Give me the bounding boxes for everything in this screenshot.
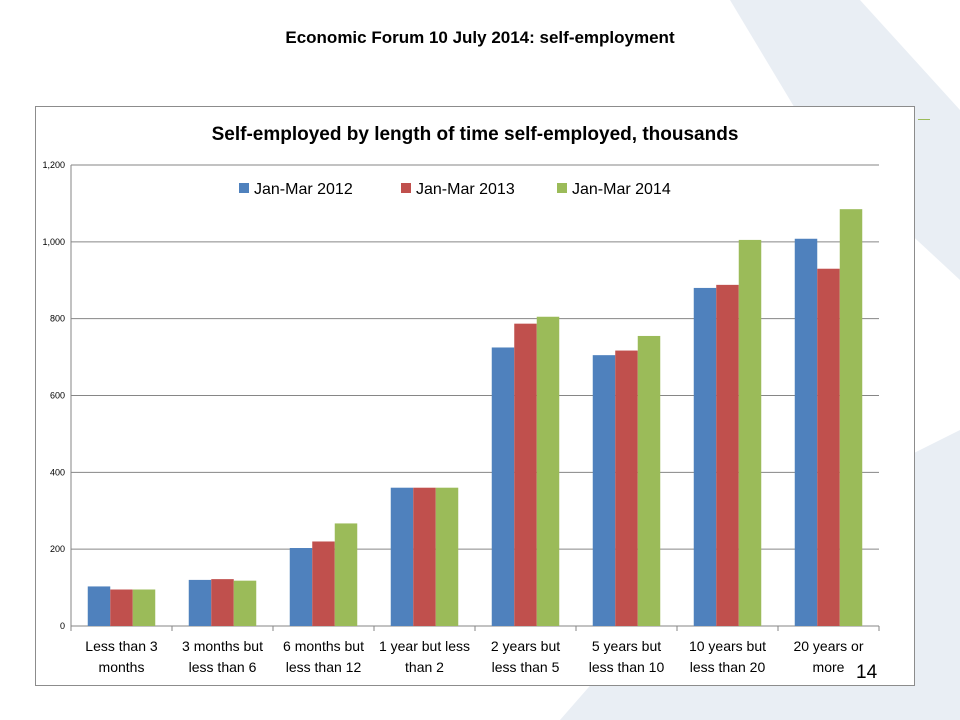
bar xyxy=(435,487,459,626)
legend-label: Jan-Mar 2012 xyxy=(254,181,353,198)
bar xyxy=(738,239,762,626)
bar xyxy=(110,589,133,626)
bar xyxy=(716,284,739,626)
x-tick-label: 2 years but xyxy=(491,638,560,654)
bar xyxy=(413,487,436,626)
x-tick-label: 10 years but xyxy=(689,638,766,654)
legend-swatch xyxy=(557,183,567,193)
legend-swatch xyxy=(401,183,411,193)
bar xyxy=(839,209,863,626)
legend-swatch xyxy=(239,183,249,193)
x-tick-label: less than 6 xyxy=(189,659,257,675)
legend-label: Jan-Mar 2014 xyxy=(572,181,671,198)
bar xyxy=(514,323,537,626)
bar-chart: Self-employed by length of time self-emp… xyxy=(42,124,880,675)
y-tick-label: 200 xyxy=(50,544,65,554)
legend-label: Jan-Mar 2013 xyxy=(416,181,515,198)
bar xyxy=(693,287,717,626)
bar xyxy=(312,541,335,626)
y-tick-label: 1,200 xyxy=(42,160,65,170)
decorative-line xyxy=(918,119,930,120)
x-tick-label: 3 months but xyxy=(182,638,263,654)
bar xyxy=(132,589,156,626)
bars xyxy=(87,209,863,626)
x-tick-label: 5 years but xyxy=(592,638,661,654)
bar xyxy=(817,268,840,626)
bar xyxy=(211,579,234,626)
x-tick-label: 1 year but less xyxy=(379,638,470,654)
y-tick-label: 400 xyxy=(50,467,65,477)
chart-title: Self-employed by length of time self-emp… xyxy=(212,124,739,145)
x-tick-label: more xyxy=(813,659,845,675)
page-number: 14 xyxy=(856,662,878,683)
bar xyxy=(491,347,515,626)
bar xyxy=(188,579,212,626)
bar xyxy=(233,580,257,626)
y-tick-label: 1,000 xyxy=(42,237,65,247)
x-tick-label: less than 20 xyxy=(690,659,766,675)
bar xyxy=(637,335,661,626)
x-tick-label: months xyxy=(99,659,145,675)
bar xyxy=(289,548,313,626)
x-tick-label: 20 years or xyxy=(793,638,863,654)
bar xyxy=(536,316,560,626)
bar xyxy=(390,487,414,626)
y-tick-label: 0 xyxy=(60,621,65,631)
slide-title: Economic Forum 10 July 2014: self-employ… xyxy=(285,28,675,47)
bar xyxy=(615,350,638,626)
chart-container: Self-employed by length of time self-emp… xyxy=(35,106,915,686)
bar xyxy=(334,523,358,626)
x-tick-label: 6 months but xyxy=(283,638,364,654)
x-tick-label: Less than 3 xyxy=(85,638,158,654)
x-tick-label: less than 5 xyxy=(492,659,560,675)
y-tick-label: 600 xyxy=(50,391,65,401)
bar xyxy=(592,355,616,626)
x-tick-label: less than 10 xyxy=(589,659,665,675)
bar xyxy=(87,586,111,626)
bar xyxy=(794,238,818,626)
legend: Jan-Mar 2012 Jan-Mar 2013 Jan-Mar 2014 xyxy=(239,181,671,198)
y-tick-label: 800 xyxy=(50,314,65,324)
x-tick-label: than 2 xyxy=(405,659,444,675)
x-tick-label: less than 12 xyxy=(286,659,362,675)
